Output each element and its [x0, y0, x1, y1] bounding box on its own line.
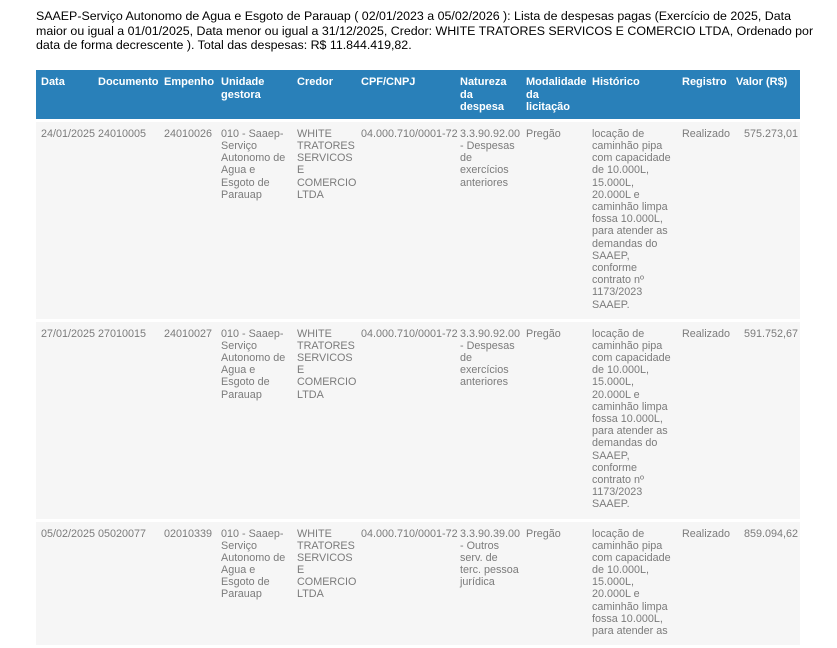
cell-documento: 24010005	[93, 121, 159, 319]
table-header-row: Data Documento Empenho Unidade gestora C…	[36, 70, 800, 119]
cell-natureza: 3.3.90.92.00 - Despesas de exercícios an…	[455, 121, 521, 319]
cell-unidade-gestora: 010 - Saaep-Serviço Autonomo de Agua e E…	[216, 121, 292, 319]
table-row: 27/01/2025 27010015 24010027 010 - Saaep…	[36, 321, 800, 519]
cell-valor: 575.273,01	[731, 121, 800, 319]
cell-valor: 591.752,67	[731, 321, 800, 519]
cell-natureza: 3.3.90.39.00 - Outros serv. de terc. pes…	[455, 521, 521, 646]
cell-valor: 859.094,62	[731, 521, 800, 646]
col-header-unidade-gestora: Unidade gestora	[216, 70, 292, 119]
col-header-data: Data	[36, 70, 93, 119]
col-header-historico: Histórico	[587, 70, 677, 119]
table-row: 05/02/2025 05020077 02010339 010 - Saaep…	[36, 521, 800, 646]
cell-documento: 27010015	[93, 321, 159, 519]
cell-credor: WHITE TRATORES SERVICOS E COMERCIO LTDA	[292, 521, 356, 646]
col-header-valor: Valor (R$)	[731, 70, 800, 119]
col-header-registro: Registro	[677, 70, 731, 119]
cell-modalidade: Pregão	[521, 521, 587, 646]
expenses-summary-text: SAAEP-Serviço Autonomo de Agua e Esgoto …	[36, 9, 814, 52]
col-header-documento: Documento	[93, 70, 159, 119]
cell-unidade-gestora: 010 - Saaep-Serviço Autonomo de Agua e E…	[216, 521, 292, 646]
cell-documento: 05020077	[93, 521, 159, 646]
expenses-table-container: Data Documento Empenho Unidade gestora C…	[36, 67, 800, 648]
col-header-credor: Credor	[292, 70, 356, 119]
cell-registro: Realizado	[677, 121, 731, 319]
cell-empenho: 24010026	[159, 121, 216, 319]
cell-natureza: 3.3.90.92.00 - Despesas de exercícios an…	[455, 321, 521, 519]
col-header-empenho: Empenho	[159, 70, 216, 119]
cell-cpf-cnpj: 04.000.710/0001-72	[356, 521, 458, 646]
expenses-table: Data Documento Empenho Unidade gestora C…	[36, 67, 800, 648]
cell-registro: Realizado	[677, 521, 731, 646]
cell-credor: WHITE TRATORES SERVICOS E COMERCIO LTDA	[292, 321, 356, 519]
cell-data: 05/02/2025	[36, 521, 95, 646]
col-header-modalidade: Modalidade da licitação	[521, 70, 587, 119]
col-header-cpf-cnpj: CPF/CNPJ	[356, 70, 455, 119]
cell-historico: locação de caminhão pipa com capacidade …	[587, 321, 677, 519]
cell-data: 27/01/2025	[36, 321, 95, 519]
cell-empenho: 02010339	[159, 521, 216, 646]
cell-historico: locação de caminhão pipa com capacidade …	[587, 121, 677, 319]
cell-cpf-cnpj: 04.000.710/0001-72	[356, 321, 458, 519]
col-header-natureza: Natureza da despesa	[455, 70, 521, 119]
cell-modalidade: Pregão	[521, 321, 587, 519]
cell-empenho: 24010027	[159, 321, 216, 519]
cell-registro: Realizado	[677, 321, 731, 519]
cell-unidade-gestora: 010 - Saaep-Serviço Autonomo de Agua e E…	[216, 321, 292, 519]
cell-modalidade: Pregão	[521, 121, 587, 319]
cell-credor: WHITE TRATORES SERVICOS E COMERCIO LTDA	[292, 121, 356, 319]
cell-historico: locação de caminhão pipa com capacidade …	[587, 521, 677, 646]
cell-data: 24/01/2025	[36, 121, 95, 319]
cell-cpf-cnpj: 04.000.710/0001-72	[356, 121, 458, 319]
table-row: 24/01/2025 24010005 24010026 010 - Saaep…	[36, 121, 800, 319]
